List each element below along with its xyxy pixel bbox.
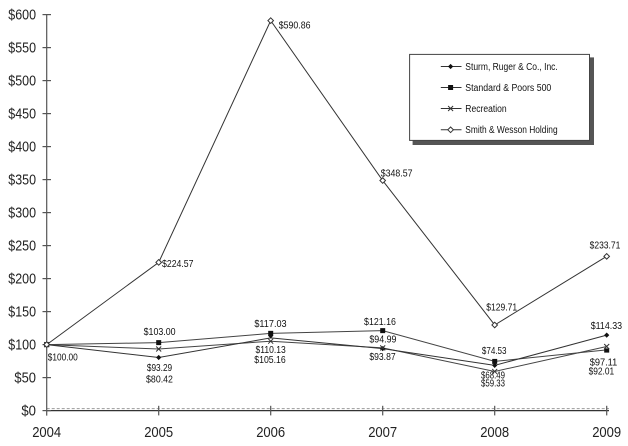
svg-text:$200: $200 xyxy=(8,272,36,288)
svg-text:Sturm, Ruger & Co., Inc.: Sturm, Ruger & Co., Inc. xyxy=(465,62,558,73)
svg-text:$50: $50 xyxy=(14,371,36,387)
svg-text:$150: $150 xyxy=(8,305,36,321)
svg-text:$550: $550 xyxy=(8,41,36,57)
svg-text:$400: $400 xyxy=(8,140,36,156)
svg-text:$500: $500 xyxy=(8,74,36,90)
svg-text:$590.86: $590.86 xyxy=(279,20,311,32)
svg-text:Standard & Poors 500: Standard & Poors 500 xyxy=(465,83,551,94)
svg-text:Recreation: Recreation xyxy=(465,104,506,115)
svg-text:$74.53: $74.53 xyxy=(482,345,507,357)
svg-text:$105.16: $105.16 xyxy=(254,354,286,366)
svg-text:$450: $450 xyxy=(8,107,36,123)
svg-text:$59.33: $59.33 xyxy=(481,377,505,389)
svg-text:$103.00: $103.00 xyxy=(144,326,176,338)
svg-text:$68.49: $68.49 xyxy=(481,369,505,381)
svg-text:2006: 2006 xyxy=(256,425,285,441)
svg-text:$348.57: $348.57 xyxy=(381,168,413,180)
svg-text:$93.29: $93.29 xyxy=(147,362,172,374)
svg-text:$114.33: $114.33 xyxy=(591,320,622,332)
svg-text:2004: 2004 xyxy=(32,425,61,441)
svg-text:$100: $100 xyxy=(8,338,36,354)
svg-text:2009: 2009 xyxy=(592,425,621,441)
svg-text:$100.00: $100.00 xyxy=(48,351,78,363)
svg-text:$121.16: $121.16 xyxy=(364,316,396,328)
svg-text:$94.99: $94.99 xyxy=(369,333,396,345)
svg-text:$300: $300 xyxy=(8,206,36,222)
svg-text:$92.01: $92.01 xyxy=(589,366,615,378)
svg-text:$93.87: $93.87 xyxy=(369,351,395,363)
svg-text:$224.57: $224.57 xyxy=(162,258,194,270)
svg-text:$250: $250 xyxy=(8,239,36,255)
svg-text:$0: $0 xyxy=(21,404,36,420)
svg-text:$117.03: $117.03 xyxy=(254,318,286,330)
svg-text:$350: $350 xyxy=(8,173,36,189)
svg-text:$80.42: $80.42 xyxy=(146,373,173,385)
svg-text:Smith & Wesson Holding: Smith & Wesson Holding xyxy=(465,125,557,136)
svg-text:$110.13: $110.13 xyxy=(256,344,286,356)
svg-text:$233.71: $233.71 xyxy=(590,240,621,252)
svg-text:2008: 2008 xyxy=(480,425,509,441)
svg-text:$600: $600 xyxy=(8,8,36,24)
svg-text:2007: 2007 xyxy=(368,425,397,441)
svg-text:$97.11: $97.11 xyxy=(590,356,618,368)
svg-text:$129.71: $129.71 xyxy=(486,302,517,314)
svg-text:2005: 2005 xyxy=(144,425,173,441)
